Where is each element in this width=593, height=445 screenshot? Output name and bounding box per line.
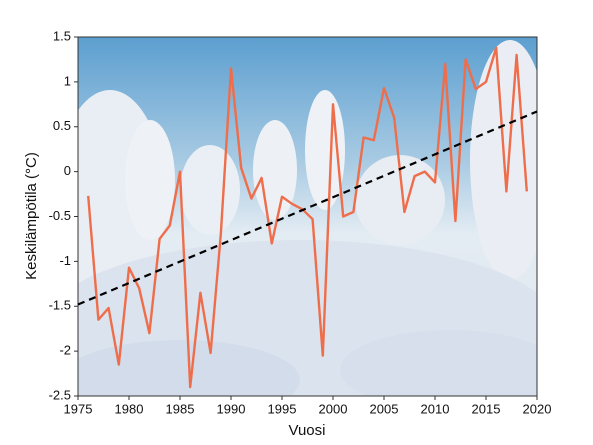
x-tick-label: 1995 [268,401,297,416]
x-tick-label: 2005 [370,401,399,416]
x-tick-label: 1985 [166,401,195,416]
y-tick-label: -1.5 [49,298,71,313]
x-tick-label: 1975 [64,401,93,416]
y-tick-label: 0 [64,163,71,178]
x-tick-label: 2020 [523,401,552,416]
y-tick-label: -2 [59,343,71,358]
x-tick-label: 1990 [217,401,246,416]
data-line [87,46,528,389]
y-tick-label: -2.5 [49,387,71,402]
x-axis-label: Vuosi [289,422,326,439]
y-tick-label: 1 [64,73,71,88]
y-tick-label: 0.5 [53,118,71,133]
y-tick-label: 1.5 [53,28,71,43]
x-tick-label: 2010 [421,401,450,416]
y-tick-label: -0.5 [49,208,71,223]
x-tick-label: 2015 [472,401,501,416]
y-axis-label: Keskilämpötila (°C) [23,152,40,280]
y-tick-label: -1 [59,253,71,268]
trend-line [77,110,538,306]
x-tick-label: 1980 [115,401,144,416]
x-tick-label: 2000 [319,401,348,416]
